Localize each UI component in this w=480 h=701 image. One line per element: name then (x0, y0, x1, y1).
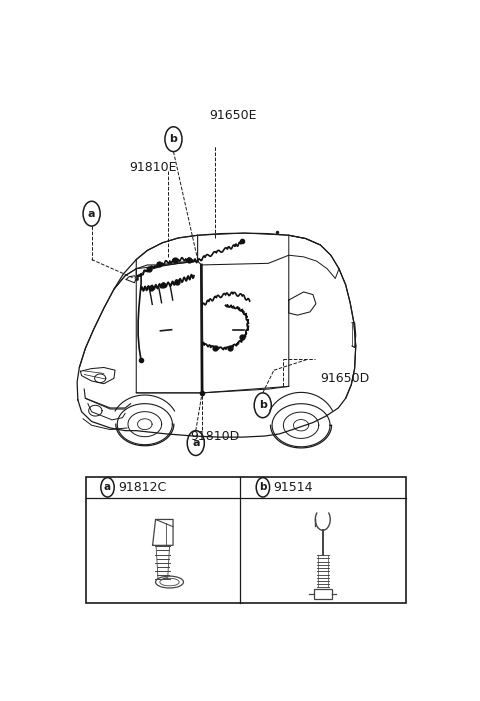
Text: b: b (169, 134, 178, 144)
Text: 91650E: 91650E (209, 109, 257, 122)
Text: b: b (259, 400, 267, 410)
Text: 91810E: 91810E (129, 161, 176, 175)
Bar (86, 477, 406, 604)
Text: b: b (259, 482, 267, 492)
Text: a: a (104, 482, 111, 492)
Text: 91650D: 91650D (321, 372, 370, 385)
Text: 91514: 91514 (273, 481, 313, 494)
Text: a: a (192, 438, 200, 448)
Bar (314, 589, 332, 599)
Text: 91810D: 91810D (190, 430, 239, 442)
Text: 91812C: 91812C (118, 481, 166, 494)
Text: a: a (88, 209, 96, 219)
